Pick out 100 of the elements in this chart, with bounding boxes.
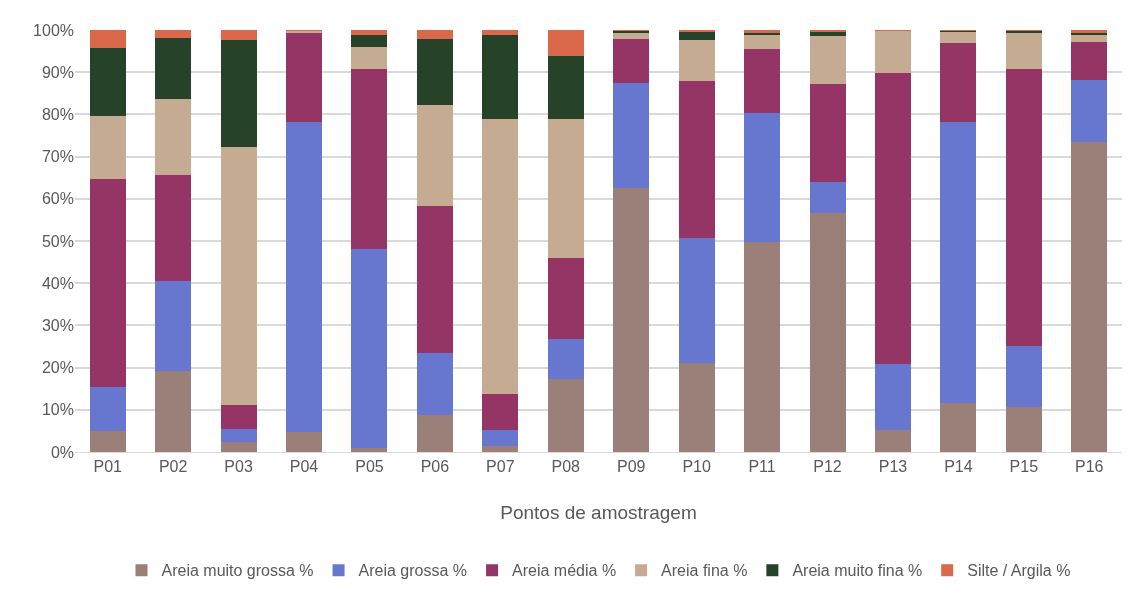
bar	[547, 258, 584, 339]
x-tick-label: P07	[486, 458, 515, 476]
bar	[220, 40, 257, 147]
bar	[809, 35, 846, 85]
bar	[416, 414, 453, 452]
bar	[744, 35, 781, 50]
bar	[155, 37, 192, 99]
bar	[874, 73, 911, 365]
bar	[547, 379, 584, 452]
x-tick-label: P13	[878, 458, 908, 476]
bar	[220, 30, 257, 41]
bar	[678, 31, 715, 40]
bar	[351, 30, 388, 36]
x-tick-label: P14	[944, 458, 973, 476]
bar	[744, 49, 781, 114]
legend-label: Areia muito fina %	[792, 562, 923, 580]
legend-label: Areia fina %	[661, 562, 748, 580]
bar	[809, 213, 846, 452]
bar	[1071, 141, 1108, 452]
bar	[89, 178, 126, 388]
bar	[351, 68, 388, 250]
y-tick-label: 10%	[41, 401, 74, 419]
bar	[874, 364, 911, 431]
bar	[613, 38, 650, 84]
y-tick-label: 100%	[33, 21, 74, 39]
bar	[678, 237, 715, 364]
bar	[547, 30, 584, 56]
bar	[416, 105, 453, 207]
bar	[482, 429, 519, 446]
bar	[874, 30, 911, 74]
bar	[482, 119, 519, 395]
bar	[416, 30, 453, 40]
x-tick-label: P03	[224, 458, 253, 476]
x-tick-label: P11	[748, 458, 776, 476]
bar	[416, 352, 453, 415]
y-tick-label: 70%	[41, 148, 74, 166]
legend-label: Areia muito grossa %	[161, 562, 314, 580]
legend-label: Areia grossa %	[358, 562, 468, 580]
bar	[1005, 32, 1042, 69]
x-tick-label: P15	[1009, 458, 1039, 476]
bar	[940, 402, 977, 452]
bar	[416, 206, 453, 353]
bar	[155, 174, 192, 282]
y-tick-label: 40%	[41, 274, 74, 292]
bar	[89, 30, 126, 48]
y-tick-label: 0%	[50, 443, 74, 461]
legend-label: Areia média %	[512, 562, 617, 580]
bar	[220, 404, 257, 430]
bar	[1071, 79, 1108, 142]
bar	[351, 249, 388, 449]
bar	[286, 121, 323, 432]
bar	[351, 47, 388, 69]
bar	[220, 429, 257, 443]
legend-label: Silte / Argila %	[967, 562, 1071, 580]
bar	[416, 39, 453, 106]
x-tick-label: P16	[1075, 458, 1104, 476]
x-tick-label: P08	[551, 458, 581, 476]
y-tick-label: 20%	[41, 359, 74, 377]
x-tick-label: P12	[813, 458, 842, 476]
bar	[547, 55, 584, 119]
y-tick-label: 60%	[41, 190, 74, 208]
bar	[286, 32, 323, 122]
bar	[809, 84, 846, 182]
bar	[874, 430, 911, 452]
bar	[613, 188, 650, 452]
bar	[809, 181, 846, 214]
bar	[940, 43, 977, 123]
x-axis-title: Pontos de amostragem	[500, 502, 697, 523]
bar	[89, 387, 126, 431]
y-tick-label: 30%	[41, 317, 74, 334]
x-tick-label: P01	[93, 458, 123, 476]
bar	[482, 394, 519, 430]
bar	[1005, 345, 1042, 407]
bar	[482, 445, 519, 452]
bar	[89, 115, 126, 179]
bar	[744, 241, 781, 452]
y-tick-label: 80%	[41, 106, 74, 123]
bar	[286, 431, 323, 452]
bar	[744, 113, 781, 242]
bar	[155, 30, 192, 38]
bar	[482, 35, 519, 120]
bar	[678, 39, 715, 81]
x-tick-label: P02	[158, 458, 188, 476]
bar	[155, 98, 192, 175]
x-tick-label: P06	[420, 458, 450, 476]
bar	[1071, 41, 1108, 80]
bar	[1005, 68, 1042, 346]
bar	[155, 281, 192, 371]
bar	[220, 146, 257, 405]
bar	[351, 35, 388, 48]
bar	[547, 338, 584, 380]
bar	[940, 122, 977, 403]
bar	[351, 448, 388, 452]
bar	[678, 363, 715, 452]
x-tick-label: P09	[616, 458, 646, 476]
x-tick-label: P04	[289, 458, 319, 476]
bar	[1071, 35, 1108, 42]
x-tick-label: P05	[355, 458, 384, 476]
bar	[482, 30, 519, 36]
bar	[940, 31, 977, 44]
